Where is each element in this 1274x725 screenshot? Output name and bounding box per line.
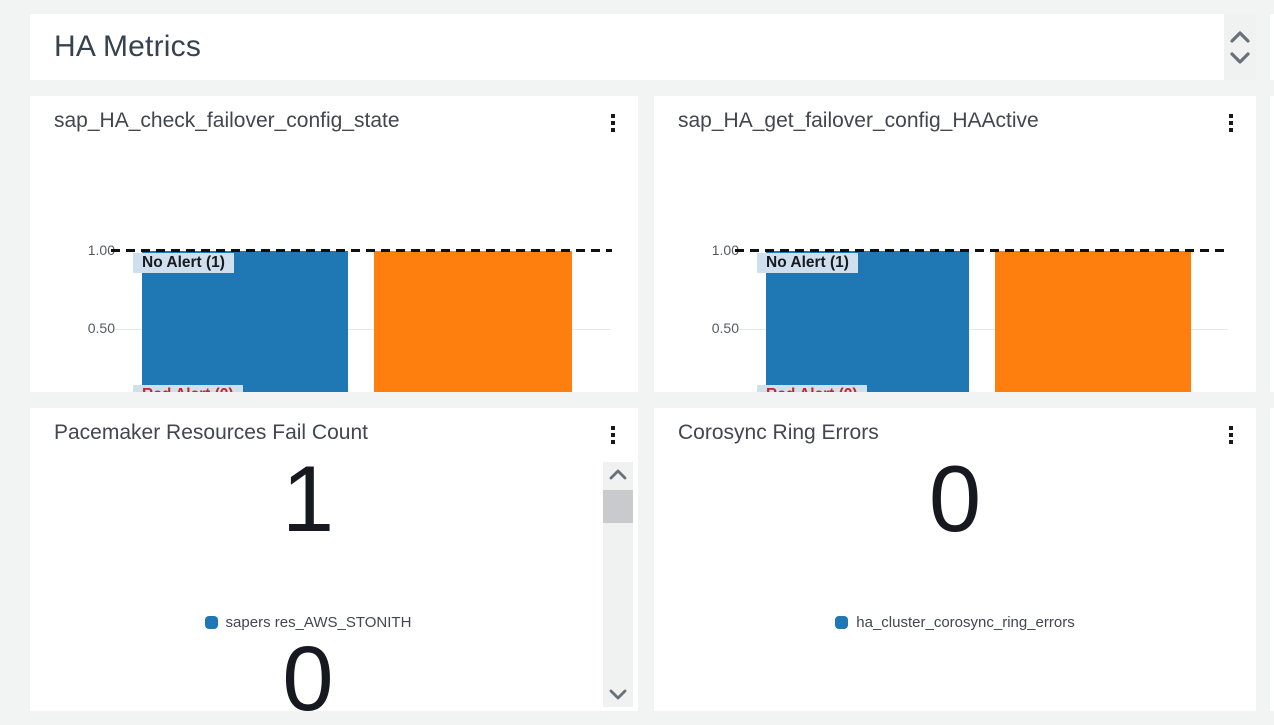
bar-series-2[interactable] [995,251,1191,392]
ellipsis-icon [1229,433,1233,437]
annotation-no-alert: No Alert (1) [133,253,234,273]
ellipsis-icon [611,440,615,444]
scroll-up-icon[interactable] [609,469,627,480]
ellipsis-icon [1229,121,1233,125]
metric-value: 0 [928,446,982,551]
scroll-down-icon[interactable] [609,689,627,700]
ellipsis-icon [1229,426,1233,430]
widget-menu-button[interactable] [608,423,618,447]
legend-color-dot [204,616,218,629]
widget-menu-button[interactable] [1226,111,1236,135]
plot-area: No Alert (1) Red Alert (0) [111,249,612,392]
legend[interactable]: sapers res_AWS_STONITH [30,614,586,631]
no-alert-threshold-line [735,249,1230,252]
legend[interactable]: ha_cluster_corosync_ring_errors [654,614,1256,631]
ellipsis-icon [1229,440,1233,444]
annotation-red-alert: Red Alert (0) [133,385,243,392]
annotation-red-alert: Red Alert (0) [757,385,867,392]
ellipsis-icon [611,128,615,132]
bar-series-1[interactable] [142,251,348,392]
widget-title: sap_HA_get_failover_config_HAActive [678,109,1039,132]
legend-label: sapers res_AWS_STONITH [225,614,412,631]
widget-title: sap_HA_check_failover_config_state [54,109,400,132]
widget-sap-ha-check-failover-config-state: sap_HA_check_failover_config_state 1.00 … [30,96,638,392]
widget-title: Corosync Ring Errors [678,421,879,444]
dashboard-header: HA Metrics [30,14,1224,80]
metric-value: 1 [281,446,335,551]
page-scrollbar[interactable] [1224,14,1256,80]
ellipsis-icon [1229,128,1233,132]
legend-label: ha_cluster_corosync_ring_errors [856,614,1075,631]
scroll-down-icon[interactable] [1230,51,1250,64]
offscreen-widget-edge [1270,14,1274,80]
gridline [115,329,610,330]
widget-corosync-ring-errors: Corosync Ring Errors 0 ha_cluster_corosy… [654,408,1256,711]
ellipsis-icon [611,433,615,437]
y-axis-tick: 0.50 [711,320,739,336]
widget-title: Pacemaker Resources Fail Count [54,421,368,444]
bar-series-2[interactable] [374,251,573,392]
scrollbar-thumb[interactable] [603,490,633,523]
widget-menu-button[interactable] [1226,423,1236,447]
offscreen-widget-edge [1270,96,1274,392]
ellipsis-icon [611,121,615,125]
gridline [739,329,1228,330]
y-axis-tick: 1.00 [711,242,739,258]
page-title: HA Metrics [54,30,202,63]
y-axis-tick: 1.00 [87,242,115,258]
no-alert-threshold-line [111,249,612,252]
ellipsis-icon [1229,114,1233,118]
bar-chart: 1.00 0.50 0 No Alert (1) Red Alert (0) [654,166,1256,392]
widget-menu-button[interactable] [608,111,618,135]
y-axis-tick: 0.50 [87,320,115,336]
scroll-up-icon[interactable] [1230,30,1250,43]
plot-area: No Alert (1) Red Alert (0) [735,249,1230,392]
widget-scrollbar[interactable] [603,462,633,707]
widget-sap-ha-get-failover-config-haactive: sap_HA_get_failover_config_HAActive 1.00… [654,96,1256,392]
widget-pacemaker-resources-fail-count: Pacemaker Resources Fail Count 1 sapers … [30,408,638,711]
offscreen-widget-edge [1270,408,1274,711]
metric-value-secondary: 0 [282,628,334,711]
bar-series-1[interactable] [765,251,969,392]
bar-chart: 1.00 0.50 0 No Alert (1) Red Alert (0) [30,166,638,392]
ellipsis-icon [611,426,615,430]
legend-color-dot [835,616,849,629]
ellipsis-icon [611,114,615,118]
annotation-no-alert: No Alert (1) [757,253,858,273]
